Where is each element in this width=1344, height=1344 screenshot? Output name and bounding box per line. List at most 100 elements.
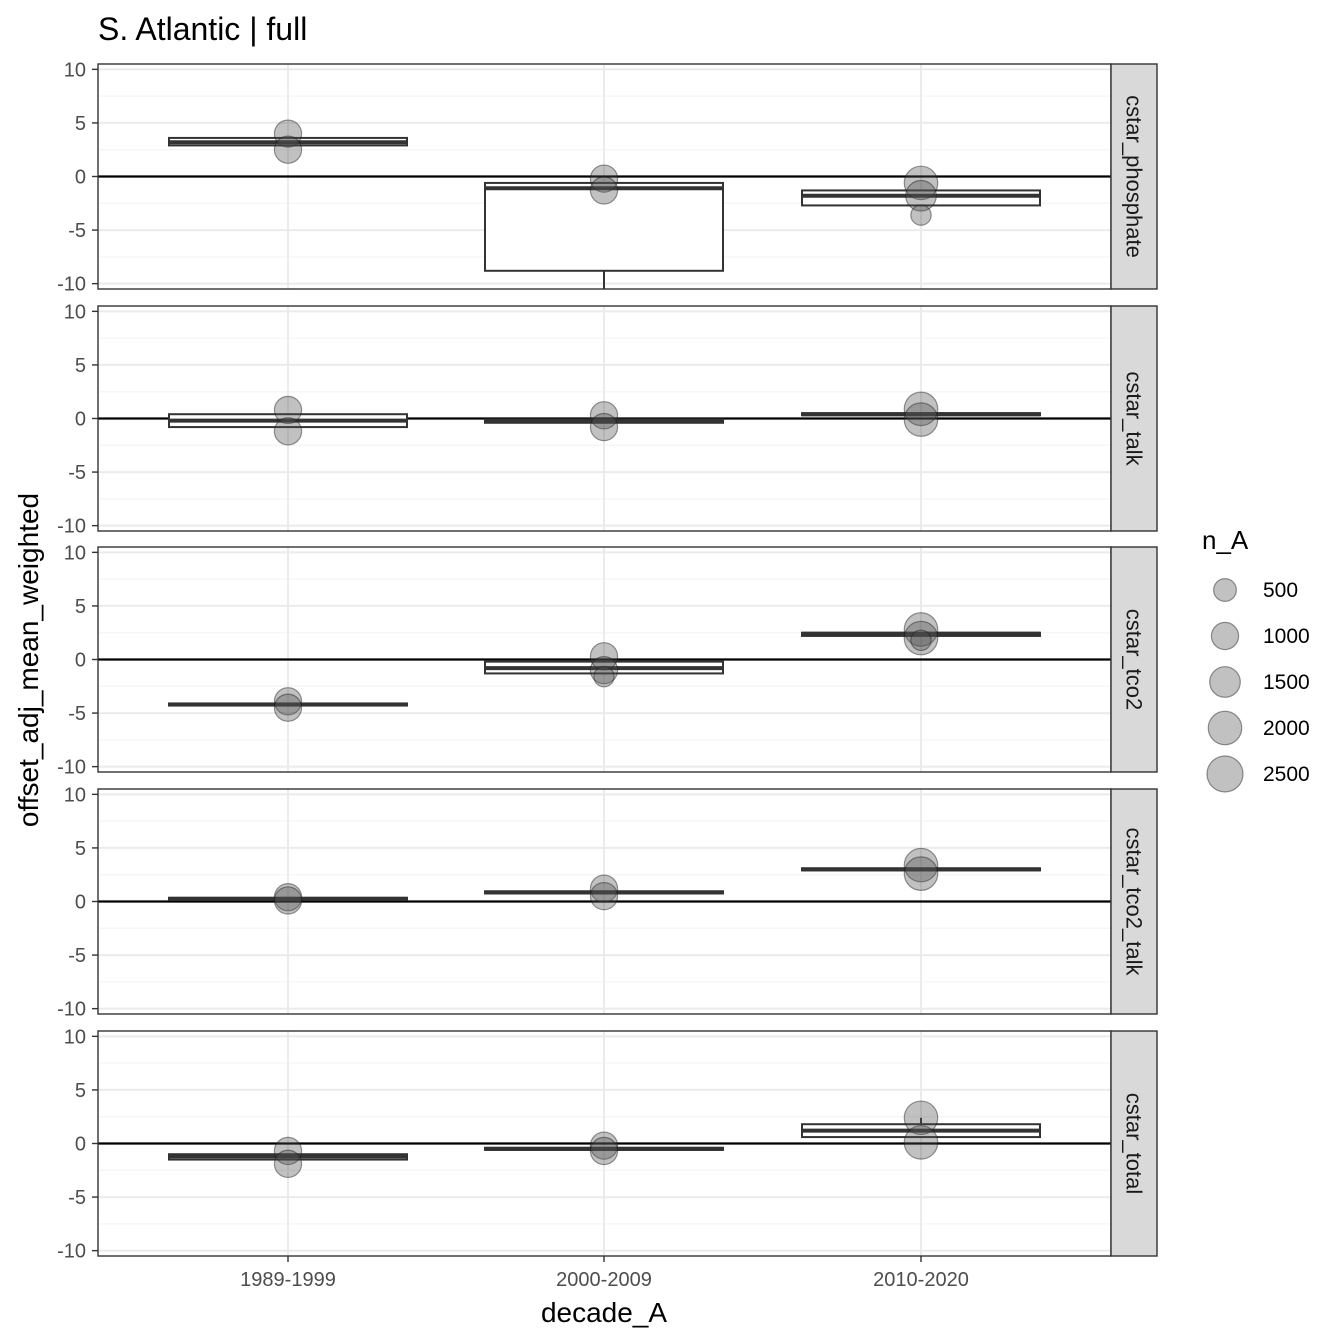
data-point [903, 165, 939, 201]
y-tick-label: 10 [64, 542, 86, 564]
y-tick-label: -10 [57, 516, 86, 538]
y-tick-label: 0 [75, 409, 86, 431]
panel-data [168, 1100, 1041, 1179]
y-tick-label: 5 [75, 838, 86, 860]
legend-label: 2000 [1263, 717, 1310, 740]
chart-title: S. Atlantic | full [98, 11, 307, 47]
facet-strip [1110, 546, 1158, 773]
y-tick-label: -5 [68, 1187, 86, 1209]
y-tick-label: 10 [64, 784, 86, 806]
facet-strip [1110, 1030, 1158, 1257]
data-point [903, 612, 939, 647]
y-tick-label: -5 [68, 703, 86, 725]
data-point [589, 642, 619, 671]
x-tick-label: 2010-2020 [873, 1269, 969, 1291]
facet-panel-cstar_tco2_talk: 10 5 0 -5 -10 cstar_tco2_talk [57, 784, 1158, 1021]
data-point [589, 1136, 619, 1166]
data-point [273, 886, 303, 915]
x-axis: 1989-1999 2000-2009 2010-2020 [240, 1256, 969, 1291]
y-tick-label: 5 [75, 113, 86, 135]
y-tick-label: 5 [75, 355, 86, 377]
data-point [273, 135, 303, 164]
data-point [589, 656, 619, 685]
box-2000-2009 [484, 181, 724, 272]
data-point [589, 401, 619, 430]
y-tick-label: 10 [64, 301, 86, 323]
legend-label: 1000 [1263, 625, 1310, 648]
data-point [589, 874, 619, 903]
data-point [903, 1100, 939, 1136]
y-tick-label: -10 [57, 999, 86, 1021]
data-point [589, 881, 619, 911]
data-point [903, 402, 939, 437]
y-tick-label: 0 [75, 1134, 86, 1156]
legend-key-circle [1213, 578, 1237, 602]
facet-strip-label: cstar_tco2 [1122, 609, 1147, 711]
data-point [273, 693, 303, 722]
y-tick-label: 5 [75, 596, 86, 618]
data-point [903, 1125, 939, 1160]
legend-key-circle [1206, 755, 1244, 793]
legend-key-circle [1209, 666, 1241, 698]
data-point [273, 417, 303, 446]
data-point [589, 412, 619, 442]
panel-data [168, 119, 1041, 289]
panel-data [168, 612, 1041, 722]
data-point [589, 176, 619, 205]
data-point [903, 620, 939, 656]
data-point [593, 665, 615, 688]
facet-strip-label: cstar_phosphate [1122, 95, 1147, 258]
y-tick-label: -10 [57, 1241, 86, 1263]
y-tick-label: 10 [64, 59, 86, 81]
legend-key-circle [1207, 710, 1243, 746]
legend: n_A 500 1000 1500 2000 2500 [1202, 525, 1310, 793]
facet-panel-cstar_talk: 10 5 0 -5 -10 cstar_talk [57, 301, 1158, 538]
data-point [903, 391, 939, 427]
panel-data [168, 847, 1041, 915]
data-point [273, 1136, 303, 1166]
x-axis-title: decade_A [541, 1297, 667, 1328]
legend-label: 1500 [1263, 671, 1310, 694]
data-point [273, 1149, 303, 1179]
data-point [903, 847, 939, 883]
data-point [910, 204, 932, 226]
facet-strip-label: cstar_total [1122, 1093, 1147, 1195]
y-tick-label: -5 [68, 945, 86, 967]
x-tick-label: 1989-1999 [240, 1269, 336, 1291]
y-tick-label: -5 [68, 462, 86, 484]
facet-panel-cstar_total: 10 5 0 -5 -10 cstar_total [57, 1026, 1158, 1263]
legend-label: 500 [1263, 579, 1298, 602]
facet-strip-label: cstar_tco2_talk [1122, 828, 1147, 977]
data-point [905, 179, 937, 212]
facet-strip [1110, 788, 1158, 1015]
data-point [273, 687, 303, 716]
facet-strip [1110, 63, 1158, 290]
y-axis-title: offset_adj_mean_weighted [13, 493, 44, 827]
facet-strip-label: cstar_talk [1122, 371, 1147, 466]
y-tick-label: -10 [57, 757, 86, 779]
data-point [910, 629, 932, 651]
data-point [273, 883, 303, 912]
y-tick-label: -5 [68, 220, 86, 242]
y-tick-label: 5 [75, 1080, 86, 1102]
legend-label: 2500 [1263, 763, 1310, 786]
y-tick-label: -10 [57, 274, 86, 296]
facet-panel-cstar_phosphate: 10 5 0 -5 -10 cstar_phosphate [57, 59, 1158, 296]
facet-panels: 10 5 0 -5 -10 cstar_phosphate 10 5 0 -5 -10 cstar_t… [57, 59, 1158, 1263]
panel-data [168, 391, 1041, 446]
data-point [273, 119, 303, 148]
y-tick-label: 0 [75, 892, 86, 914]
facet-panel-cstar_tco2: 10 5 0 -5 -10 cstar_tco2 [57, 542, 1158, 779]
y-tick-label: 10 [64, 1026, 86, 1048]
x-tick-label: 2000-2009 [556, 1269, 652, 1291]
facet-strip [1110, 305, 1158, 532]
legend-key-circle [1210, 621, 1240, 651]
data-point [273, 395, 303, 425]
data-point [903, 856, 939, 891]
data-point [589, 1131, 619, 1160]
legend-title: n_A [1202, 525, 1249, 555]
data-point [589, 164, 619, 193]
y-tick-label: 0 [75, 167, 86, 189]
y-tick-label: 0 [75, 650, 86, 672]
